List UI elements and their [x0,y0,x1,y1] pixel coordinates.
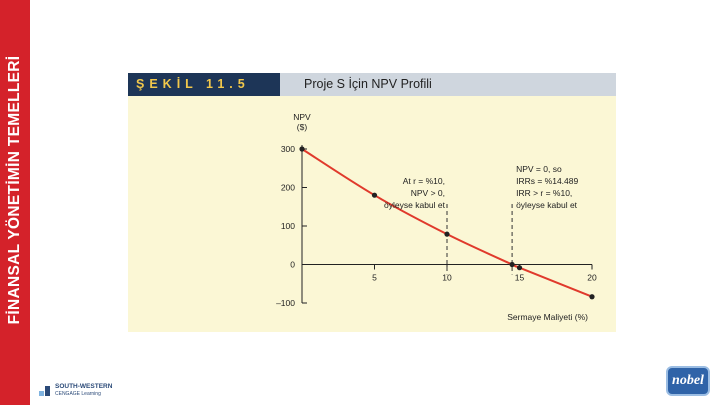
annotation-right-line: öyleyse kabul et [516,200,578,210]
x-tick-label: 5 [372,273,377,283]
annotation-left-line: At r = %10, [403,176,445,186]
annotation-left-line: NPV > 0, [411,188,445,198]
data-point [299,146,305,152]
figure-label: ŞEKİL 11.5 [128,73,280,96]
annotation-right-line: IRRs = %14.489 [516,176,578,186]
sidebar-title: FİNANSAL YÖNETİMİN TEMELLERİ [6,55,23,325]
south-western-icon [39,386,50,396]
x-tick-label: 10 [442,273,452,283]
npv-chart: 300 200 100 0 –100 5 10 15 20 NPV($) Sermaye Maliy… [276,112,597,322]
x-tick-label: 20 [587,273,597,283]
data-point [516,265,523,271]
annotation-right-line: IRR > r = %10, [516,188,572,198]
data-point [371,192,378,198]
publisher-name: SOUTH-WESTERN [55,383,113,390]
y-tick-label: 200 [281,183,295,193]
data-point [509,261,515,268]
npv-curve [301,148,593,298]
sidebar-band: FİNANSAL YÖNETİMİN TEMELLERİ [0,0,30,405]
data-point [444,231,450,237]
x-tick-label: 15 [515,273,525,283]
x-axis-label: Sermaye Maliyeti (%) [507,312,588,322]
figure-header: ŞEKİL 11.5 Proje S İçin NPV Profili [128,73,616,96]
y-tick-label: 0 [290,260,295,270]
south-western-logo: SOUTH-WESTERN CENGAGE Learning [38,382,118,400]
nobel-logo: nobel [666,366,710,396]
annotation-right-line: NPV = 0, so [516,164,562,174]
y-tick-label: 300 [281,144,295,154]
y-axis-label: NPV [293,112,311,122]
publisher-subtitle: CENGAGE Learning [55,391,101,397]
y-tick-label: 100 [281,221,295,231]
annotation-left-line: öyleyse kabul et [384,200,446,210]
y-tick-label: –100 [276,298,295,308]
data-point [589,294,595,300]
y-axis-label: ($) [297,122,308,132]
figure-title: Proje S İçin NPV Profili [304,77,432,91]
figure-panel: ŞEKİL 11.5 Proje S İçin NPV Profili 300 2… [128,73,616,332]
